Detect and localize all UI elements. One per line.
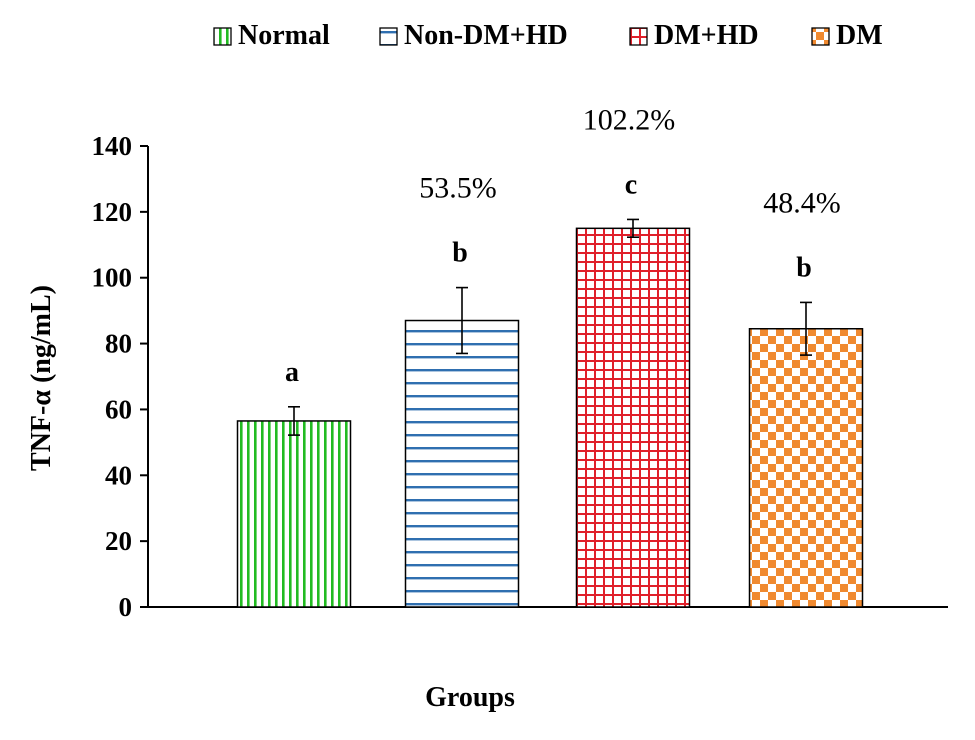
y-tick-label: 80 [105, 329, 132, 359]
significance-letter: b [452, 238, 468, 269]
legend-label: DM+HD [654, 20, 759, 51]
legend-label: DM [836, 20, 883, 51]
y-ticks: 0 20 40 60 80 100 120 140 [92, 131, 148, 622]
legend-swatch [629, 27, 648, 46]
y-tick-label: 120 [92, 197, 133, 227]
y-tick-label: 20 [105, 526, 132, 556]
y-tick-label: 60 [105, 394, 132, 424]
legend-item-dm-hd: DM+HD [629, 20, 759, 51]
legend-swatch [811, 27, 830, 46]
error-bars [288, 218, 812, 436]
bar-dm-hd [575, 227, 691, 608]
percent-change-label: 53.5% [419, 172, 497, 205]
y-tick-label: 40 [105, 460, 132, 490]
bar-dm [748, 328, 864, 608]
legend-label: Normal [238, 20, 330, 51]
y-axis-label: TNF-α (ng/mL) [26, 285, 57, 471]
legend-label: Non-DM+HD [404, 20, 568, 51]
y-tick-label: 0 [119, 592, 133, 622]
annotations: a b 53.5% c 102.2% b 48.4% [285, 103, 841, 387]
percent-change-label: 48.4% [763, 186, 841, 219]
error-bar [627, 218, 639, 239]
significance-letter: b [796, 252, 812, 283]
error-bar [456, 286, 468, 355]
bars [236, 227, 864, 608]
percent-change-label: 102.2% [583, 103, 676, 136]
error-bar [800, 301, 812, 356]
legend-swatch [379, 27, 398, 46]
legend-item-normal: Normal [213, 20, 330, 51]
significance-letter: a [285, 357, 299, 388]
error-bar [288, 405, 300, 436]
y-tick-label: 100 [92, 263, 133, 293]
legend-item-dm: DM [811, 20, 883, 51]
bar-non-dm-hd [404, 319, 520, 608]
bar-normal [236, 420, 352, 608]
legend-swatch [213, 27, 232, 46]
legend-item-non-dm-hd: Non-DM+HD [379, 20, 568, 51]
y-tick-label: 140 [92, 131, 133, 161]
significance-letter: c [625, 169, 637, 200]
x-axis-label: Groups [425, 682, 515, 713]
legend: Normal Non-DM+HD DM+HD DM [213, 20, 883, 51]
